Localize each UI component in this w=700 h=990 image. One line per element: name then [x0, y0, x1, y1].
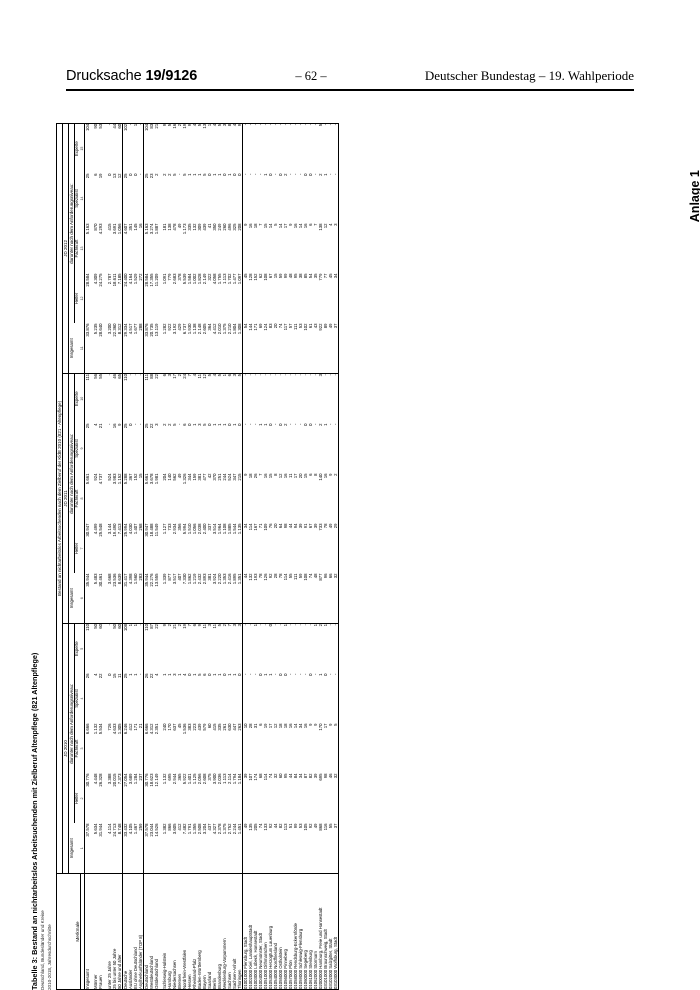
- table-subtitle-1: Deutschland, Bundesländer und Kreise: [39, 910, 45, 990]
- cell-value: 4.499: [93, 523, 99, 535]
- cell-value: -: [332, 673, 338, 675]
- cell-value: 3.200: [103, 323, 112, 374]
- cell-value: 34: [332, 273, 338, 279]
- cell-value: 5: [332, 723, 338, 726]
- row-label: Männer: [90, 873, 99, 990]
- cell-value: -: [332, 374, 338, 376]
- table-row: 03103000 Wolfsburg, Stadt 37 32 5- -32 29 2- -3…: [332, 123, 339, 990]
- cell-value: 4.309: [93, 273, 99, 285]
- cell-value: -: [106, 624, 112, 626]
- table-title: Tabelle 3: Bestand an nichtarbeitslos Ar…: [30, 652, 39, 990]
- landscape-sheet: Tabelle 3: Bestand an nichtarbeitslos Ar…: [30, 120, 670, 990]
- running-head: Drucksache 19/9126 – 62 – Deutscher Bund…: [66, 68, 634, 84]
- cell-value: 1.091: [161, 273, 167, 285]
- cell-value: 32: [332, 573, 339, 624]
- cell-value: 1.132: [93, 723, 99, 735]
- cell-value: 3.388: [106, 773, 112, 785]
- cell-value: -: [332, 423, 338, 425]
- cell-value: 924: [93, 473, 99, 481]
- cell-value: 3.668: [103, 573, 112, 624]
- table-row: unter 25 Jahre 4.114 3.388 726 0-3.668 3.144 5…: [103, 123, 112, 990]
- cell-value: 0: [106, 673, 112, 676]
- cell-value: 1: [161, 673, 167, 676]
- cell-value: 181: [161, 223, 167, 231]
- statistics-table: Merkmale Bestand an nichtarbeitslos Arbe…: [56, 122, 339, 990]
- cell-value: 5.634: [90, 823, 99, 874]
- cell-value: 726: [106, 723, 112, 731]
- table-head: Merkmale Bestand an nichtarbeitslos Arbe…: [56, 123, 85, 990]
- cell-value: 0: [106, 173, 112, 176]
- parliament-label: Deutscher Bundestag – 19. Wahlperiode: [424, 68, 634, 83]
- row-label: 03103000 Wolfsburg, Stadt: [332, 873, 339, 990]
- anlage-label: Anlage 1: [688, 170, 700, 223]
- cell-value: 5.235: [90, 323, 99, 374]
- page-number: – 62 –: [295, 69, 327, 83]
- cell-value: 1.127: [161, 523, 167, 535]
- merkmale-header: Merkmale: [56, 873, 81, 990]
- cell-value: 32: [332, 773, 338, 779]
- document-reference: Drucksache 19/9126: [66, 68, 197, 84]
- cell-value: 37: [332, 823, 339, 874]
- cell-value: 56: [93, 374, 99, 379]
- cell-value: 4: [93, 673, 99, 676]
- row-label: Schleswig-Holstein: [158, 873, 167, 990]
- cell-value: 1.282: [158, 323, 167, 374]
- cell-value: -: [332, 123, 338, 126]
- landscape-sheet-wrapper: Tabelle 3: Bestand an nichtarbeitslos Ar…: [30, 120, 670, 990]
- page-header: Drucksache 19/9126 – 62 – Deutscher Bund…: [0, 0, 700, 110]
- cell-value: 6: [161, 374, 167, 377]
- cell-value: 240: [161, 723, 167, 731]
- cell-value: -: [106, 423, 112, 425]
- cell-value: 3: [332, 223, 338, 226]
- table-row: Schleswig-Holstein 1.382 1.132 240 1 9 1.339 1.…: [158, 123, 167, 990]
- header-rule: [66, 89, 634, 91]
- cell-value: 29: [332, 523, 338, 529]
- cell-value: 3.144: [106, 523, 112, 535]
- cell-value: 2: [332, 473, 338, 476]
- cell-value: -: [332, 173, 338, 175]
- cell-value: 2.787: [106, 273, 112, 285]
- cell-value: 2: [161, 423, 167, 426]
- cell-value: 1.132: [161, 773, 167, 785]
- table-subtitle-2: 2010-2018, Jahresdurchschnitte: [46, 924, 52, 990]
- cell-value: 50: [93, 624, 99, 629]
- cell-value: 204: [161, 473, 167, 481]
- cell-value: 1.339: [158, 573, 167, 624]
- drucksache-word: Drucksache: [66, 68, 142, 84]
- cell-value: -: [106, 374, 112, 376]
- table-row: Männer 5.634 4.448 1.132 4 50 5.483 4.499 924 4 56…: [90, 123, 99, 990]
- cell-value: 5.483: [90, 573, 99, 624]
- cell-value: 2: [161, 173, 167, 176]
- cell-value: 6: [93, 173, 99, 176]
- row-label: unter 25 Jahre: [103, 873, 112, 990]
- cell-value: 90: [93, 123, 99, 129]
- cell-value: 415: [106, 223, 112, 231]
- cell-value: 1.382: [158, 823, 167, 874]
- drucksache-number: 19/9126: [145, 68, 198, 84]
- cell-value: 9: [161, 624, 167, 627]
- cell-value: 4: [93, 423, 99, 426]
- cell-value: 4.448: [93, 773, 99, 785]
- cell-value: 4.114: [103, 823, 112, 874]
- cell-value: 870: [93, 223, 99, 231]
- cell-value: 9: [161, 123, 167, 127]
- table-body: Insgesamt 37.578 30.776 6.666 26 110 35.944 30.…: [84, 123, 339, 990]
- cell-value: 37: [332, 323, 339, 374]
- cell-value: -: [332, 624, 338, 626]
- cell-value: -: [106, 123, 112, 126]
- cell-value: 524: [106, 473, 112, 481]
